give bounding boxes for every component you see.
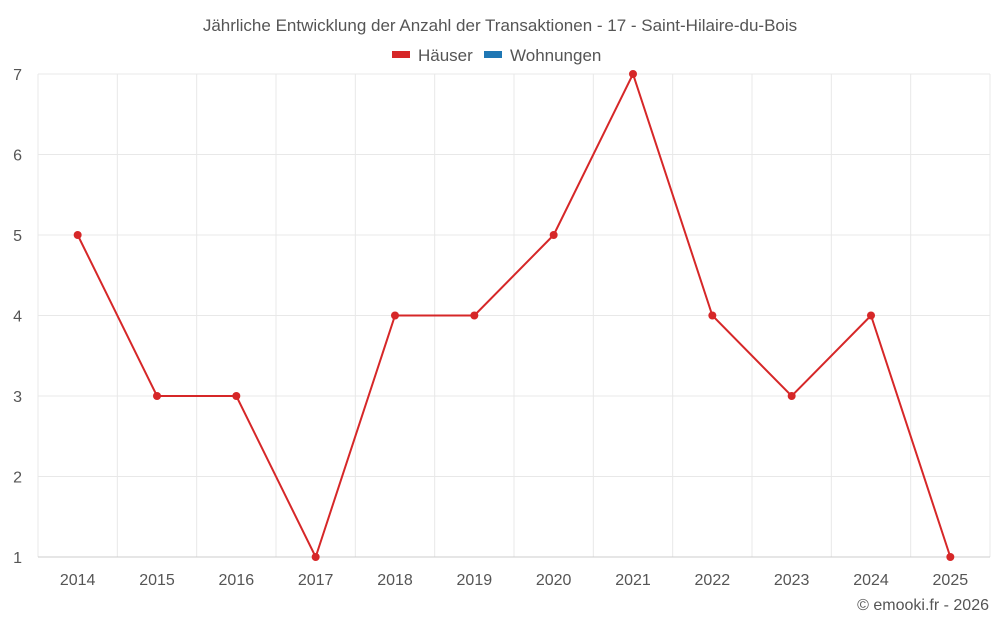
legend-label-wohnungen[interactable]: Wohnungen [510, 46, 601, 65]
legend-item-haeuser[interactable]: Häuser [392, 46, 473, 65]
y-tick-label: 5 [13, 228, 22, 245]
x-tick-label: 2015 [139, 572, 175, 589]
x-tick-label: 2020 [536, 572, 572, 589]
legend-swatch-wohnungen [484, 51, 502, 58]
x-tick-label: 2021 [615, 572, 651, 589]
data-point-haeuser[interactable] [311, 553, 320, 561]
x-axis-ticks: 2014 2015 2016 2017 2018 2019 2020 2021 2022 2023… [60, 572, 968, 589]
credit-text: © emooki.fr - 2026 [857, 597, 989, 614]
legend-swatch-haeuser [392, 51, 410, 58]
series [73, 70, 955, 561]
legend-item-wohnungen[interactable]: Wohnungen [484, 46, 601, 65]
x-tick-label: 2017 [298, 572, 334, 589]
data-point-haeuser[interactable] [153, 392, 161, 400]
y-tick-label: 7 [13, 67, 22, 84]
data-point-haeuser[interactable] [549, 231, 558, 239]
x-tick-label: 2025 [933, 572, 969, 589]
x-tick-label: 2022 [695, 572, 731, 589]
data-point-haeuser[interactable] [470, 311, 479, 320]
x-tick-label: 2024 [853, 572, 889, 589]
x-tick-label: 2016 [219, 572, 255, 589]
data-point-haeuser[interactable] [946, 553, 955, 561]
y-tick-label: 6 [13, 148, 22, 165]
legend-label-haeuser[interactable]: Häuser [418, 46, 473, 65]
data-point-haeuser[interactable] [232, 392, 241, 400]
y-axis-ticks: 1 2 3 4 5 6 7 [13, 67, 22, 567]
y-tick-label: 4 [13, 309, 22, 326]
y-tick-label: 2 [13, 470, 22, 487]
grid [37, 73, 991, 557]
x-tick-label: 2014 [60, 572, 96, 589]
y-tick-label: 1 [13, 550, 22, 567]
data-point-haeuser[interactable] [629, 70, 637, 78]
x-tick-label: 2019 [457, 572, 493, 589]
chart-title: Jährliche Entwicklung der Anzahl der Tra… [203, 16, 797, 35]
data-point-haeuser[interactable] [708, 311, 717, 320]
data-point-haeuser[interactable] [391, 311, 399, 320]
data-point-haeuser[interactable] [73, 231, 82, 239]
legend[interactable]: Häuser Wohnungen [392, 46, 601, 65]
data-point-haeuser[interactable] [867, 311, 875, 320]
series-line-haeuser [76, 71, 952, 560]
data-point-haeuser[interactable] [787, 392, 796, 400]
x-tick-label: 2023 [774, 572, 810, 589]
y-tick-label: 3 [13, 389, 22, 406]
x-tick-label: 2018 [377, 572, 413, 589]
